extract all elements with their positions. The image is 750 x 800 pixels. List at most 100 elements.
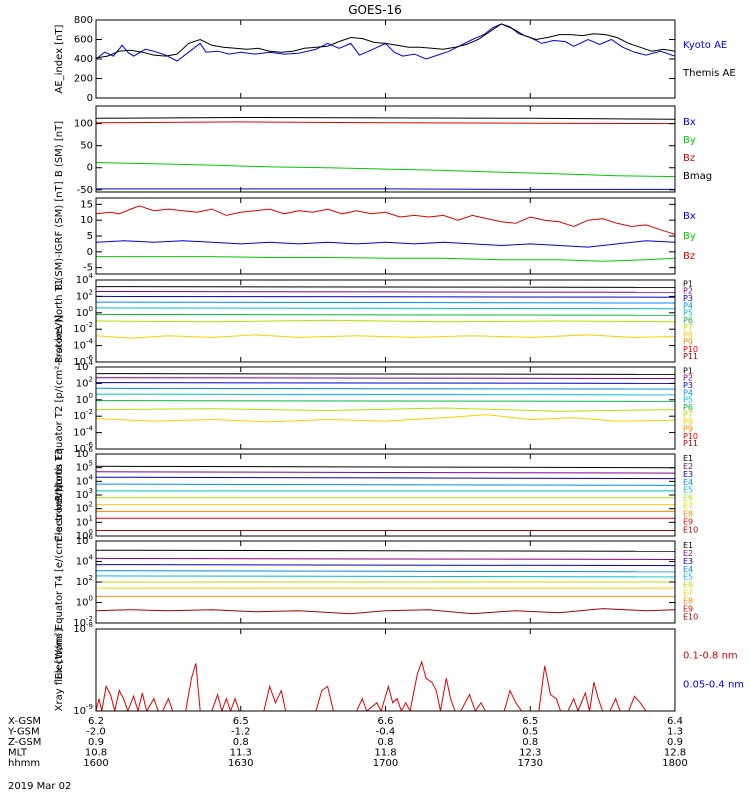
orbit-cell: 0.8 [522, 737, 538, 748]
protons_t1-ytick-label: 104 [76, 272, 94, 286]
protons_t2-legend-4: P5 [683, 396, 693, 405]
bsm_igrf-ylabel: B (SM)-IGRF (SM) [nT] [54, 181, 65, 290]
protons_t2-ytick-label: 10-2 [73, 408, 93, 422]
ae-ytick-label: 0 [87, 93, 93, 104]
protons_t2-ytick-label: 10-6 [73, 441, 93, 455]
electrons_t3-lines [96, 465, 675, 531]
ae-ytick-label: 600 [74, 35, 93, 46]
orbit-cell: 12.8 [664, 748, 686, 759]
protons_t1-series-3 [96, 295, 675, 298]
electrons_t3-legend-5: E6 [683, 494, 693, 503]
electrons_t4-series-5 [96, 575, 675, 578]
electrons_t3-ytick-label: 103 [76, 487, 93, 501]
protons_t2-series-7 [96, 407, 675, 412]
orbit-row-label: Y-GSM [7, 727, 40, 738]
bsm_igrf-lines [96, 205, 675, 262]
ae-lines [96, 23, 675, 62]
orbit-cell: 10.8 [85, 748, 107, 759]
electrons_t3-legend-3: E4 [683, 478, 693, 487]
electrons_t4-ytick-label: 106 [76, 533, 94, 547]
ae-ytick-label: 800 [74, 15, 93, 26]
protons_t1-series-5 [96, 307, 675, 310]
xray-lines [96, 660, 675, 711]
xray-frame [95, 628, 676, 712]
orbit-cell: 11.3 [230, 748, 252, 759]
bsm_igrf-ytick-label: 15 [80, 199, 93, 210]
protons_t1-legend-0: P1 [683, 279, 693, 288]
ae-legend-1: Themis AE [682, 68, 736, 79]
bsm_igrf-ytick-label: -5 [83, 263, 93, 274]
ae-ytick-label: 200 [74, 74, 93, 85]
electrons_t4-legend-7: E8 [683, 597, 693, 606]
electrons_t4-legend-0: E1 [683, 541, 693, 550]
orbit-cell: 1700 [373, 758, 398, 769]
electrons_t4-series-1 [96, 549, 675, 552]
orbit-cell: 0.5 [522, 727, 538, 738]
protons_t2-series-3 [96, 382, 675, 384]
electrons_t3-ytick-label: 102 [76, 501, 93, 515]
bsm_igrf-frame [95, 197, 676, 275]
electrons_t3-ytick-label: 104 [76, 473, 94, 487]
protons_t2-legend-0: P1 [683, 366, 693, 375]
electrons_t4-legend-2: E3 [683, 557, 693, 566]
orbit-cell: 1730 [518, 758, 543, 769]
protons_t1-legend-10: P11 [683, 352, 698, 361]
electrons_t3-legend-7: E8 [683, 510, 693, 519]
electrons_t3-ytick-label: 106 [76, 446, 94, 460]
protons_t2-series-2 [96, 377, 675, 379]
protons_t2-ytick-label: 104 [76, 359, 94, 373]
orbit-cell: 6.2 [88, 716, 104, 727]
ae-legend-0: Kyoto AE [683, 40, 727, 51]
protons_t1-legend-6: P7 [683, 323, 693, 332]
electrons_t4-lines [96, 549, 675, 615]
protons_t2-legend-9: P10 [683, 432, 698, 441]
bsm_igrf-legend-2: Bz [683, 251, 695, 262]
bsm-series-2 [96, 121, 675, 125]
panel-bsm_igrf: 15 10 5 0 -5 B (SM)-IGRF (SM) [nT] Bx By Bz [54, 181, 696, 290]
electrons_t3-legend-6: E7 [683, 502, 693, 511]
electrons_t4-series-9 [96, 608, 675, 615]
orbit-cell: 6.5 [522, 716, 538, 727]
bsm-legend-0: Bx [683, 117, 696, 128]
orbit-row-label: MLT [8, 748, 28, 759]
electrons_t3-ytick-label: 101 [76, 514, 93, 528]
orbit-cell: 6.5 [233, 716, 249, 727]
protons_t1-legend-8: P9 [683, 338, 693, 347]
bsm-legend-3: Bmag [683, 171, 712, 182]
electrons_t4-series-4 [96, 570, 675, 573]
panel-bsm: 100 50 0 -50 B (SM) [nT] Bx By Bz Bmag [54, 105, 712, 196]
protons_t2-ytick-label: 102 [76, 375, 93, 389]
electrons_t3-legend-1: E2 [683, 462, 693, 471]
protons_t2-series-6 [96, 400, 675, 402]
panels: 800 600 400 200 0 AE_index [nT] Kyoto AE Themis… [54, 15, 744, 717]
orbit-cell: 0.8 [378, 737, 394, 748]
electrons_t3-series-2 [96, 471, 675, 474]
protons_t2-series-5 [96, 393, 675, 396]
electrons_t4-series-2 [96, 557, 675, 560]
bsm_igrf-legend-0: Bx [683, 211, 696, 222]
xray-series-1 [96, 660, 675, 711]
panel-protons_t2: 104 102 100 10-2 10-4 10-6 Protons Equator T2 … [54, 315, 698, 502]
protons_t1-ytick-label: 100 [76, 305, 93, 319]
bsm_igrf-ytick-label: 10 [80, 215, 93, 226]
protons_t2-legend-7: P8 [683, 417, 693, 426]
orbit-cell: 0.9 [667, 737, 683, 748]
protons_t1-legend-5: P6 [683, 316, 693, 325]
orbit-cell: 1600 [83, 758, 108, 769]
protons_t2-series-1 [96, 373, 675, 375]
protons_t1-series-4 [96, 301, 675, 304]
protons_t1-ylabel: Protons North T1 [54, 279, 65, 363]
electrons_t3-series-3 [96, 476, 675, 480]
bsm-series-1 [96, 116, 675, 120]
orbit-row-label: X-GSM [8, 716, 41, 727]
panel-xray: 10-8 10-9 Xray flux [W/m²] 0.1-0.8 nm 0.05-0… [54, 621, 744, 717]
protons_t1-series-2 [96, 291, 675, 293]
xray-legend-1: 0.05-0.4 nm [683, 680, 744, 691]
bsm-lines [96, 116, 675, 190]
protons_t2-legend-10: P11 [683, 439, 698, 448]
electrons_t3-series-1 [96, 465, 675, 469]
bsm-legend-1: By [683, 135, 696, 146]
protons_t1-ytick-label: 10-4 [73, 338, 93, 352]
protons_t1-ytick-label: 102 [76, 288, 93, 302]
